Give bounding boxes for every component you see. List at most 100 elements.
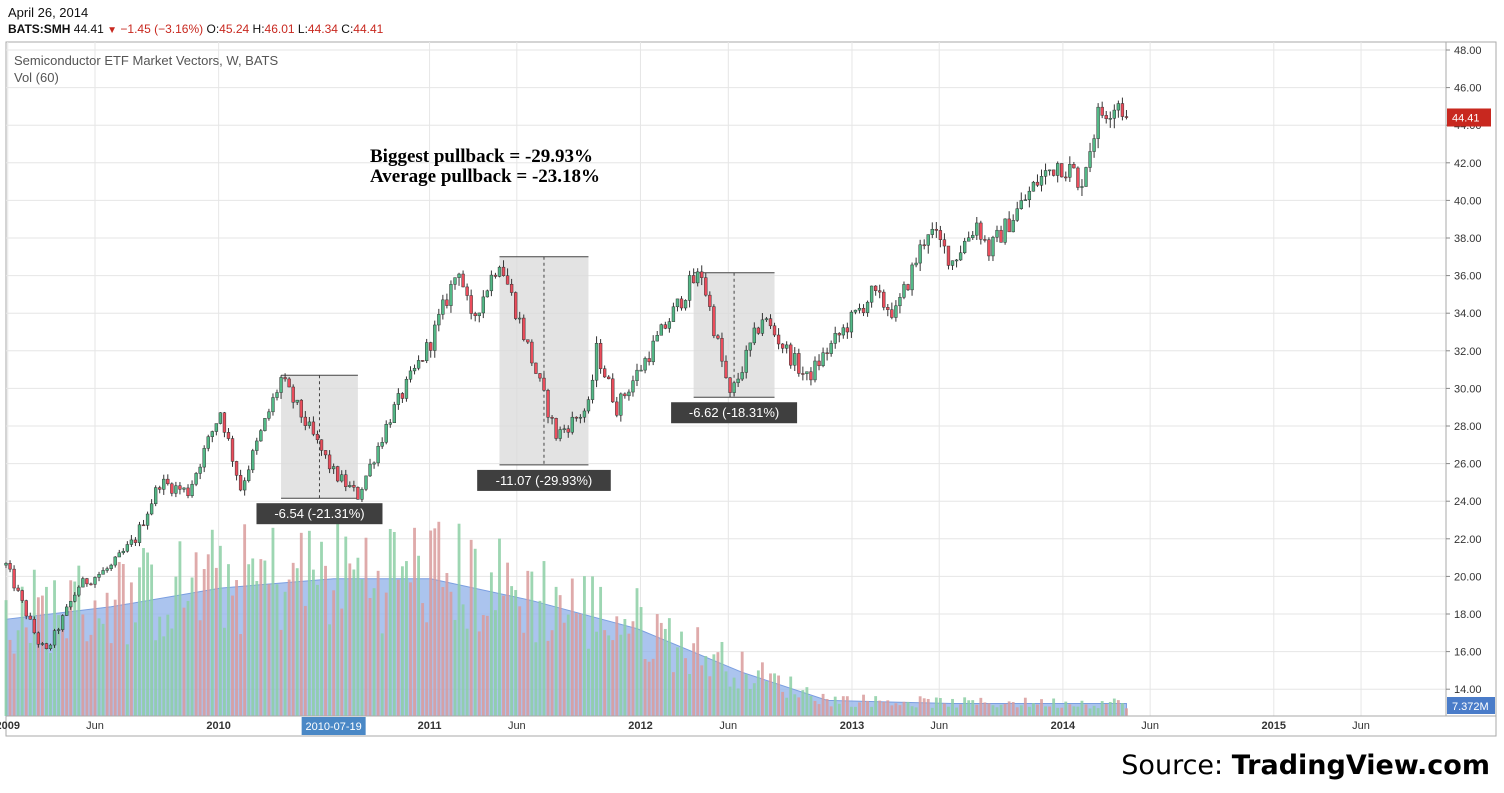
candle-body[interactable] [194,473,198,485]
candle-body[interactable] [190,483,194,497]
candle-body[interactable] [4,563,8,566]
candle-body[interactable] [971,234,975,238]
candle-body[interactable] [991,236,995,257]
candle-body[interactable] [1076,167,1080,188]
candle-body[interactable] [105,568,109,571]
candle-body[interactable] [251,450,255,471]
candle-body[interactable] [894,305,898,318]
candle-body[interactable] [141,524,146,527]
candle-body[interactable] [178,485,182,490]
candle-body[interactable] [744,349,748,373]
candle-body[interactable] [170,483,174,494]
candle-body[interactable] [97,574,101,578]
candle-body[interactable] [546,390,550,418]
candle-body[interactable] [522,317,526,340]
candle-body[interactable] [764,318,769,321]
candle-body[interactable] [16,587,20,591]
candle-body[interactable] [263,418,267,431]
candle-body[interactable] [837,333,841,336]
candle-body[interactable] [311,421,316,435]
candle-body[interactable] [869,285,874,303]
candle-body[interactable] [267,411,271,419]
candle-body[interactable] [497,266,502,277]
candle-body[interactable] [1084,167,1088,187]
candle-body[interactable] [1120,103,1125,117]
candle-body[interactable] [315,433,320,441]
candle-body[interactable] [752,327,756,344]
candle-body[interactable] [659,324,663,336]
candle-body[interactable] [574,416,579,419]
candle-body[interactable] [841,327,845,336]
candle-body[interactable] [319,439,324,451]
candle-body[interactable] [954,259,959,262]
candle-body[interactable] [890,309,894,318]
candle-body[interactable] [1051,169,1056,176]
candle-body[interactable] [728,377,732,393]
candle-body[interactable] [429,342,433,351]
candle-body[interactable] [441,299,445,315]
candle-body[interactable] [983,239,987,241]
candle-body[interactable] [740,372,744,380]
candle-body[interactable] [979,222,983,240]
candle-body[interactable] [910,264,914,291]
candle-body[interactable] [1092,138,1096,152]
candle-body[interactable] [336,466,340,482]
candle-body[interactable] [708,294,712,307]
candle-body[interactable] [501,266,506,276]
candle-body[interactable] [352,485,356,488]
candle-body[interactable] [882,291,886,308]
candle-body[interactable] [1003,218,1007,243]
candle-body[interactable] [627,391,631,397]
candle-body[interactable] [129,539,134,545]
candle-body[interactable] [1056,163,1060,176]
candle-body[interactable] [388,422,392,425]
candle-body[interactable] [999,229,1003,243]
candle-body[interactable] [849,311,854,333]
candle-body[interactable] [202,448,206,468]
candle-body[interactable] [538,373,542,379]
candle-body[interactable] [437,314,441,326]
candle-body[interactable] [902,284,906,298]
candle-body[interactable] [1104,115,1108,120]
candle-body[interactable] [1112,109,1116,119]
candle-body[interactable] [28,615,32,620]
candle-body[interactable] [449,284,453,306]
candle-body[interactable] [73,594,77,602]
candle-body[interactable] [473,313,477,317]
candle-body[interactable] [113,556,117,566]
candle-body[interactable] [1007,218,1011,233]
candle-body[interactable] [52,630,57,646]
candle-body[interactable] [647,358,651,363]
candle-body[interactable] [772,325,777,336]
candle-body[interactable] [433,324,437,351]
candle-body[interactable] [283,377,287,380]
candle-body[interactable] [89,583,93,586]
candle-body[interactable] [857,307,862,311]
candle-body[interactable] [425,342,429,361]
candle-body[interactable] [865,301,870,313]
candle-body[interactable] [121,550,125,554]
candle-body[interactable] [125,544,130,552]
candle-body[interactable] [158,487,162,490]
candle-body[interactable] [489,274,494,292]
candle-body[interactable] [623,393,627,397]
candle-body[interactable] [1035,181,1040,186]
candle-body[interactable] [938,230,943,240]
candle-body[interactable] [886,307,890,310]
candle-body[interactable] [509,283,514,293]
candle-body[interactable] [1011,220,1015,233]
candle-body[interactable] [404,378,409,399]
candle-body[interactable] [696,271,700,284]
candle-body[interactable] [558,429,562,439]
candle-body[interactable] [615,401,619,416]
candle-body[interactable] [513,292,518,319]
candle-body[interactable] [1100,106,1104,116]
candle-body[interactable] [323,450,328,456]
candle-body[interactable] [987,239,991,257]
candle-body[interactable] [271,397,275,413]
candle-body[interactable] [408,370,413,380]
candle-body[interactable] [518,317,522,320]
candle-body[interactable] [967,237,971,242]
candle-body[interactable] [234,461,239,476]
candle-body[interactable] [942,239,947,247]
